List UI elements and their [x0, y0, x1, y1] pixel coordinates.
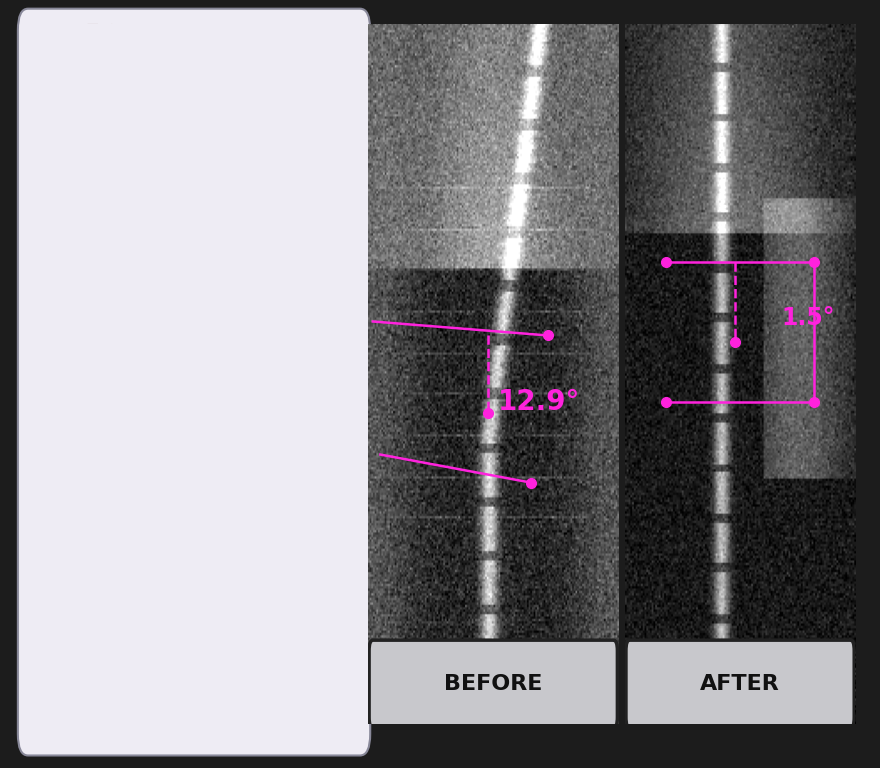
Polygon shape	[81, 19, 114, 91]
Circle shape	[58, 23, 150, 217]
Text: Age:: Age:	[48, 434, 93, 452]
Text: AFTER: AFTER	[700, 674, 780, 694]
Text: Age:: Age:	[48, 614, 93, 631]
Circle shape	[72, 52, 136, 188]
Text: Risser:: Risser:	[48, 657, 113, 675]
Text: CURRENT: CURRENT	[48, 527, 155, 546]
Text: Risser:: Risser:	[48, 477, 113, 495]
Text: 19: 19	[133, 614, 158, 631]
Text: 0: 0	[167, 477, 179, 495]
Text: 92%: 92%	[128, 251, 260, 305]
Text: Rigo Type: E1: Rigo Type: E1	[173, 118, 272, 133]
Text: 13°: 13°	[204, 390, 237, 409]
Text: 1°: 1°	[204, 571, 225, 588]
Text: Case Study 1: Case Study 1	[173, 86, 339, 110]
FancyBboxPatch shape	[18, 8, 370, 756]
FancyBboxPatch shape	[626, 641, 854, 728]
Text: 8: 8	[133, 434, 145, 452]
Circle shape	[82, 40, 117, 114]
FancyBboxPatch shape	[369, 641, 618, 728]
Text: 5: 5	[167, 657, 179, 675]
Text: STARTING: STARTING	[48, 347, 160, 366]
Polygon shape	[84, 113, 118, 231]
PathPatch shape	[25, 23, 363, 741]
Text: 1.5°: 1.5°	[781, 306, 835, 330]
Polygon shape	[79, 91, 123, 141]
Text: BEFORE: BEFORE	[444, 674, 542, 694]
Polygon shape	[55, 163, 153, 224]
Text: Curve Size:: Curve Size:	[48, 390, 152, 409]
Circle shape	[58, 23, 150, 217]
Text: Curve Reduction:: Curve Reduction:	[48, 205, 270, 228]
Text: Curve Size:: Curve Size:	[48, 571, 152, 588]
Text: 12.9°: 12.9°	[498, 388, 581, 416]
